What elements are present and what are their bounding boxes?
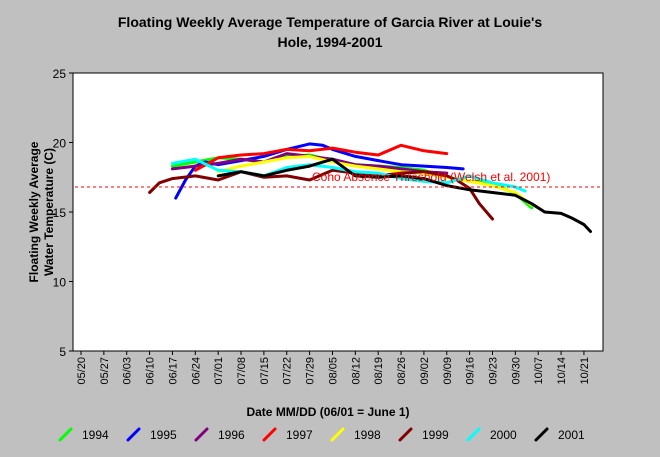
x-tick-label: 09/30 bbox=[510, 357, 522, 385]
x-tick-label: 06/17 bbox=[167, 357, 179, 385]
chart-title-line-1: Floating Weekly Average Temperature of G… bbox=[117, 14, 543, 30]
series-line-2001 bbox=[216, 157, 592, 233]
reference-line-group: Coho Absence Threshold (Welsh et al. 200… bbox=[75, 170, 601, 188]
legend-swatch-1997 bbox=[262, 427, 277, 442]
legend-label-1995: 1995 bbox=[150, 428, 177, 442]
series-line-2000 bbox=[170, 157, 527, 193]
coho-threshold-label: Coho Absence Threshold (Welsh et al. 200… bbox=[312, 170, 550, 184]
y-tick-label: 20 bbox=[53, 137, 67, 151]
plot-area bbox=[72, 72, 604, 352]
x-tick-label: 05/27 bbox=[99, 357, 111, 385]
y-axis: 5 10 15 20 25 bbox=[53, 67, 73, 359]
y-tick-label: 25 bbox=[53, 67, 67, 81]
y-tick-label: 10 bbox=[53, 276, 67, 290]
x-tick-label: 07/22 bbox=[282, 357, 294, 385]
x-tick-label: 08/19 bbox=[373, 357, 385, 385]
x-tick-label: 07/15 bbox=[259, 357, 271, 385]
x-tick-label: 07/08 bbox=[236, 357, 248, 385]
legend: 1994 1995 1996 1997 1998 1999 2000 2001 bbox=[58, 427, 585, 442]
x-tick-label: 09/23 bbox=[487, 357, 499, 385]
legend-label-2001: 2001 bbox=[558, 428, 585, 442]
x-tick-label: 09/02 bbox=[419, 357, 431, 385]
legend-label-1997: 1997 bbox=[286, 428, 313, 442]
legend-label-1994: 1994 bbox=[82, 428, 109, 442]
legend-swatch-2001 bbox=[534, 427, 549, 442]
x-axis: 05/20 05/27 06/03 06/10 06/17 06/24 07/01 07/08… bbox=[76, 351, 591, 385]
x-axis-label: Date MM/DD (06/01 = June 1) bbox=[246, 405, 409, 419]
y-axis-label-line-2: Water Temperature (C) bbox=[42, 148, 56, 276]
legend-label-1998: 1998 bbox=[354, 428, 381, 442]
x-tick-label: 05/20 bbox=[76, 357, 88, 385]
legend-swatch-2000 bbox=[466, 427, 481, 442]
legend-swatch-1994 bbox=[58, 427, 73, 442]
legend-swatch-1998 bbox=[330, 427, 345, 442]
x-tick-label: 06/24 bbox=[190, 357, 202, 385]
x-tick-label: 06/10 bbox=[145, 357, 157, 385]
legend-label-1999: 1999 bbox=[422, 428, 449, 442]
legend-swatch-1999 bbox=[398, 427, 413, 442]
x-tick-label: 08/12 bbox=[350, 357, 362, 385]
legend-label-2000: 2000 bbox=[490, 428, 517, 442]
series-group bbox=[148, 142, 592, 233]
y-tick-label: 5 bbox=[59, 345, 66, 359]
legend-swatch-1995 bbox=[126, 427, 141, 442]
x-tick-label: 07/29 bbox=[305, 357, 317, 385]
series-line-1997 bbox=[193, 143, 449, 172]
x-tick-label: 08/05 bbox=[327, 357, 339, 385]
legend-label-1996: 1996 bbox=[218, 428, 245, 442]
x-tick-label: 06/03 bbox=[122, 357, 134, 385]
series-line-1998 bbox=[216, 154, 534, 207]
x-tick-label: 10/07 bbox=[533, 357, 545, 385]
x-tick-label: 09/09 bbox=[442, 357, 454, 385]
y-tick-label: 15 bbox=[53, 206, 67, 220]
y-axis-label-line-1: Floating Weekly Average bbox=[27, 141, 41, 282]
x-tick-label: 10/14 bbox=[556, 357, 568, 385]
x-tick-label: 09/16 bbox=[465, 357, 477, 385]
x-tick-label: 07/01 bbox=[213, 357, 225, 385]
legend-swatch-1996 bbox=[194, 427, 209, 442]
chart-title-line-2: Hole, 1994-2001 bbox=[277, 34, 383, 50]
x-tick-label: 10/21 bbox=[579, 357, 591, 385]
x-tick-label: 08/26 bbox=[396, 357, 408, 385]
